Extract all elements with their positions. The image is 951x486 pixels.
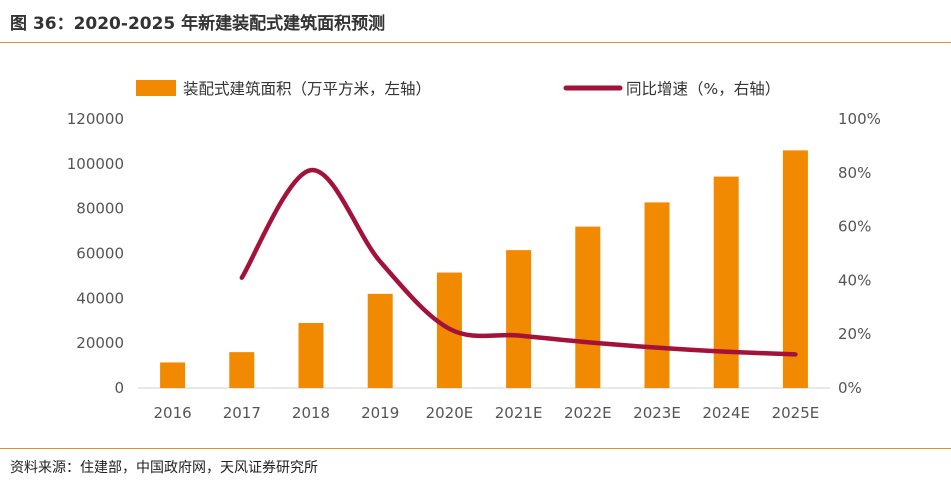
bar (713, 176, 739, 388)
left-axis-tick-label: 80000 (76, 200, 124, 218)
bar (298, 322, 324, 388)
left-axis-tick-label: 0 (114, 379, 124, 397)
left-axis-tick-label: 120000 (67, 110, 124, 128)
legend: 装配式建筑面积（万平方米，左轴） 同比增速（%，右轴） (136, 80, 780, 98)
x-axis-tick-label: 2025E (772, 404, 820, 422)
right-axis: 0% 20% 40% 60% 80% 100% (838, 110, 881, 397)
source-divider (0, 448, 951, 449)
x-axis-tick-label: 2016 (154, 404, 192, 422)
left-axis-tick-label: 40000 (76, 289, 124, 307)
right-axis-tick-label: 60% (838, 218, 871, 236)
growth-rate-line (239, 167, 798, 357)
left-axis-tick-label: 60000 (76, 245, 124, 263)
x-axis-tick-label: 2023E (633, 404, 681, 422)
bar (575, 226, 601, 388)
chart-title: 图 36：2020-2025 年新建装配式建筑面积预测 (10, 14, 386, 34)
x-axis-tick-label: 2018 (292, 404, 330, 422)
right-axis-tick-label: 0% (838, 379, 862, 397)
left-axis-tick-label: 20000 (76, 334, 124, 352)
bar (229, 352, 255, 388)
x-axis-tick-label: 2022E (564, 404, 612, 422)
x-axis: 2016 2017 2018 2019 2020E 2021E 2022E 2023E 2024… (154, 404, 820, 422)
title-divider (0, 42, 951, 43)
legend-bar-swatch (136, 80, 176, 96)
chart-area: 装配式建筑面积（万平方米，左轴） 同比增速（%，右轴） 0 20000 40000 6… (67, 80, 881, 422)
legend-bar-label: 装配式建筑面积（万平方米，左轴） (183, 80, 431, 98)
legend-line-label: 同比增速（%，右轴） (626, 80, 780, 98)
bar (782, 150, 808, 388)
right-axis-tick-label: 80% (838, 164, 871, 182)
x-axis-tick-label: 2017 (223, 404, 261, 422)
source-note: 资料来源：住建部，中国政府网，天风证券研究所 (10, 460, 318, 476)
x-axis-tick-label: 2019 (361, 404, 399, 422)
bar (367, 293, 393, 388)
left-axis-tick-label: 100000 (67, 155, 124, 173)
x-axis-tick-label: 2021E (495, 404, 543, 422)
left-axis: 0 20000 40000 60000 80000 100000 120000 (67, 110, 124, 397)
bar (160, 362, 186, 388)
right-axis-tick-label: 20% (838, 325, 871, 343)
bar (506, 250, 532, 388)
bar (644, 202, 670, 388)
right-axis-tick-label: 100% (838, 110, 881, 128)
x-axis-tick-label: 2024E (702, 404, 750, 422)
right-axis-tick-label: 40% (838, 271, 871, 289)
x-axis-tick-label: 2020E (426, 404, 474, 422)
